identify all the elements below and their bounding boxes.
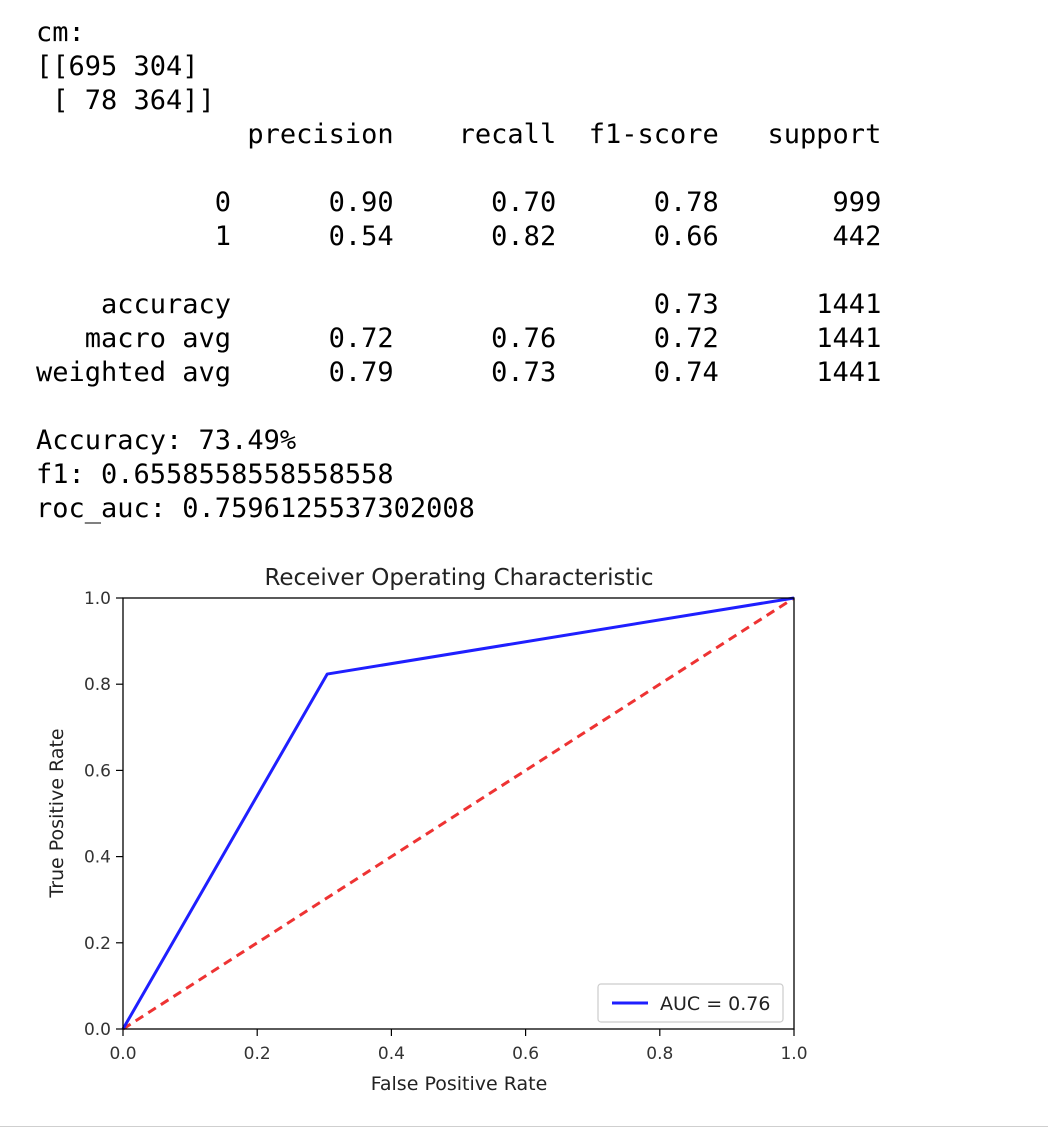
blank-line	[36, 152, 881, 186]
report-cell-label: macro avg	[36, 323, 232, 354]
report-cell-f1: 0.73	[556, 289, 719, 320]
report-header-cell: support	[718, 119, 882, 150]
series-group	[121, 596, 795, 1031]
x-axis-label: False Positive Rate	[371, 1073, 548, 1095]
report-cell-f1: 0.72	[556, 323, 719, 354]
report-header: precision recall f1-score support	[36, 118, 881, 152]
report-cell-recall: 0.82	[393, 221, 557, 252]
y-tick-label: 0.4	[84, 848, 111, 868]
report-cell-precision: 0.54	[231, 221, 394, 252]
report-cell-f1: 0.66	[556, 221, 719, 252]
y-tick-label: 1.0	[84, 589, 111, 609]
legend-box	[597, 983, 784, 1023]
report-cell-f1: 0.74	[556, 357, 719, 388]
axes-group: 0.0 0.2 0.4 0.6 0.8 1.0 0.0 0.2 0.4 0.6 0.8 1.0	[84, 589, 808, 1064]
report-cell-recall: 0.70	[393, 187, 557, 218]
summary-row-weighted-avg: weighted avg 0.79 0.73 0.74 1441	[36, 356, 881, 390]
report-header-cell: recall	[393, 119, 557, 150]
report-cell-precision: 0.79	[231, 357, 394, 388]
report-cell-precision	[231, 289, 394, 320]
y-tick-label: 0.2	[84, 934, 111, 954]
report-cell-label: 0	[36, 187, 232, 218]
report-cell-recall: 0.73	[393, 357, 557, 388]
roc-auc-line: roc_auc: 0.7596125537302008	[36, 493, 475, 524]
summary-row-macro-avg: macro avg 0.72 0.76 0.72 1441	[36, 322, 882, 356]
report-cell-recall	[394, 289, 557, 320]
blank-line	[36, 254, 881, 288]
y-tick-label: 0.8	[84, 675, 111, 695]
summary-row-accuracy: accuracy 0.73 1441	[36, 288, 881, 322]
chart-title: Receiver Operating Characteristic	[264, 565, 653, 591]
report-row: 0 0.90 0.70 0.78 999	[36, 186, 882, 220]
cm-label: cm:	[36, 17, 85, 48]
f1-line: f1: 0.6558558558558558	[36, 459, 394, 490]
text-output: cm: [[695 304] [ 78 364]] precision recal…	[36, 16, 881, 526]
report-cell-label: 1	[36, 221, 232, 252]
report-cell-support: 1441	[718, 323, 882, 354]
report-cell-label: accuracy	[36, 289, 232, 320]
report-cell-support: 999	[718, 187, 882, 218]
x-tick-label: 0.4	[378, 1044, 405, 1064]
diagonal-reference-line	[122, 596, 795, 1031]
x-tick-label: 0.6	[512, 1044, 539, 1064]
roc-chart: Receiver Operating Characteristic 0.0 0.2…	[0, 548, 860, 1108]
report-header-cell: precision	[231, 119, 394, 150]
roc-chart-svg: Receiver Operating Characteristic 0.0 0.2…	[46, 565, 808, 1095]
report-cell-label: weighted avg	[36, 357, 232, 388]
report-header-spacer	[36, 119, 231, 150]
cm-row-2: [ 78 364]]	[36, 85, 215, 116]
report-cell-support: 1441	[718, 289, 882, 320]
x-tick-label: 1.0	[780, 1044, 807, 1064]
plot-frame	[122, 597, 795, 1030]
report-row: 1 0.54 0.82 0.66 442	[36, 220, 882, 254]
x-tick-label: 0.0	[109, 1044, 136, 1064]
report-cell-precision: 0.90	[231, 187, 394, 218]
report-cell-support: 1441	[718, 357, 882, 388]
report-cell-f1: 0.78	[556, 187, 719, 218]
y-axis-label: True Positive Rate	[46, 728, 68, 898]
legend-label: AUC = 0.76	[660, 993, 770, 1015]
report-cell-support: 442	[718, 221, 882, 252]
report-header-cell: f1-score	[556, 119, 719, 150]
x-tick-label: 0.8	[646, 1044, 673, 1064]
x-tick-label: 0.2	[244, 1044, 271, 1064]
legend: AUC = 0.76	[597, 983, 784, 1023]
y-tick-label: 0.0	[84, 1020, 111, 1040]
report-cell-precision: 0.72	[231, 323, 394, 354]
report-cell-recall: 0.76	[393, 323, 557, 354]
accuracy-line: Accuracy: 73.49%	[36, 425, 297, 456]
blank-line	[36, 390, 881, 424]
y-tick-label: 0.6	[84, 761, 111, 781]
cm-row-1: [[695 304]	[36, 51, 199, 82]
